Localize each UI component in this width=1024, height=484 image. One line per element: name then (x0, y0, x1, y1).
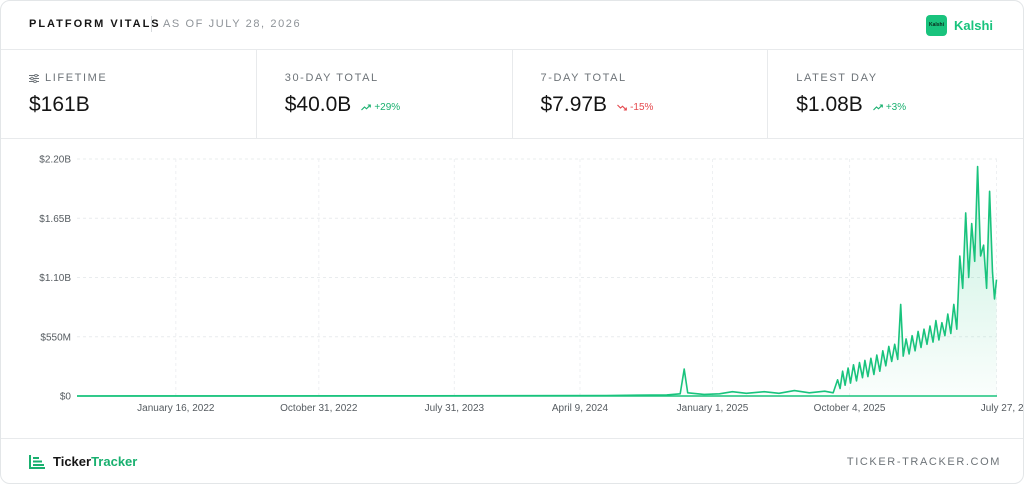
stat-30-day: 30-DAY TOTAL $40.0B +29% (257, 50, 513, 138)
kalshi-logo: Kalshi (925, 14, 947, 36)
footer-url[interactable]: TICKER-TRACKER.COM (846, 456, 1001, 468)
x-tick-label: July 27, 2026 (981, 403, 1023, 414)
trend-up-icon (872, 104, 883, 111)
trend-up-icon (361, 104, 372, 111)
page-title: PLATFORM VITALS (29, 18, 161, 30)
header-divider (151, 16, 152, 32)
stats-row: LIFETIME $161B 30-DAY TOTAL $40.0B +29% (1, 50, 1023, 139)
brand-name: Kalshi (953, 17, 993, 33)
stat-label: 7-DAY TOTAL (540, 72, 627, 84)
stat-change: +29% (361, 102, 400, 113)
x-tick-label: July 31, 2023 (425, 403, 485, 414)
stat-value: $1.08B (796, 93, 863, 116)
stat-label: LIFETIME (45, 72, 108, 84)
stat-lifetime: LIFETIME $161B (1, 50, 257, 138)
footer-brand[interactable]: TickerTracker (29, 454, 137, 469)
header: PLATFORM VITALS AS OF JULY 28, 2026 Kals… (1, 1, 1023, 50)
x-tick-label: October 4, 2025 (814, 403, 886, 414)
volume-chart: $0 $550M $1.10B $1.65B $2.20B January 16, 202… (1, 141, 1023, 437)
stat-label: LATEST DAY (796, 72, 878, 84)
volume-chart-svg: $0 $550M $1.10B $1.65B $2.20B January 16, 202… (39, 155, 1023, 415)
series-line (76, 165, 998, 397)
stat-value: $161B (29, 93, 90, 116)
footer-brand-part1: Ticker (53, 454, 92, 469)
stat-value: $40.0B (284, 93, 352, 116)
stat-latest-day: LATEST DAY $1.08B +3% (768, 50, 1023, 138)
series-area (77, 166, 997, 396)
stat-change: +3% (872, 102, 906, 113)
y-tick-label: $550M (40, 332, 71, 343)
sliders-icon (29, 73, 39, 83)
stat-7-day: 7-DAY TOTAL $7.97B -15% (513, 50, 769, 138)
x-tick-label: April 9, 2024 (552, 403, 609, 414)
stat-label: 30-DAY TOTAL (284, 72, 379, 84)
trend-down-icon (617, 104, 627, 111)
brand[interactable]: Kalshi Kalshi (925, 14, 993, 36)
ticker-tracker-logo-icon (29, 454, 45, 469)
footer-brand-part2: Tracker (91, 454, 138, 469)
x-tick-label: January 1, 2025 (677, 403, 749, 414)
y-tick-label: $2.20B (39, 155, 71, 166)
stat-change: -15% (617, 102, 653, 113)
y-tick-label: $1.10B (39, 273, 71, 284)
x-tick-label: October 31, 2022 (280, 403, 358, 414)
stat-value: $7.97B (540, 93, 608, 116)
x-tick-label: January 16, 2022 (137, 403, 215, 414)
y-tick-label: $1.65B (39, 214, 71, 225)
footer: TickerTracker TICKER-TRACKER.COM (1, 438, 1023, 483)
y-tick-label: $0 (60, 392, 72, 403)
as-of-date: AS OF JULY 28, 2026 (163, 18, 302, 30)
